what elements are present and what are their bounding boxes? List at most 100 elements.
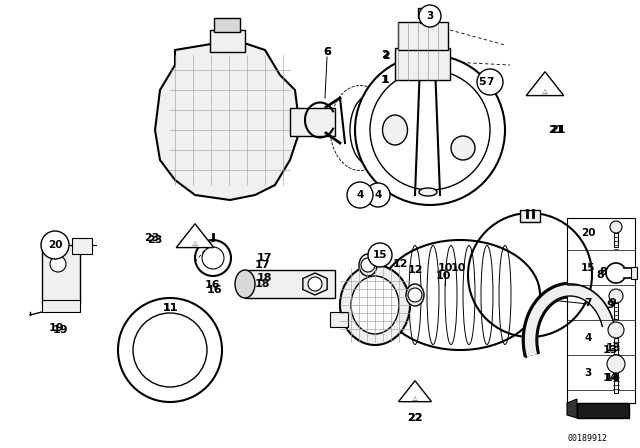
Bar	[614, 303, 618, 319]
Text: 6: 6	[323, 47, 331, 57]
Text: 20: 20	[48, 240, 62, 250]
Bar	[330, 312, 348, 327]
Text: ⚠: ⚠	[412, 396, 418, 402]
Ellipse shape	[356, 103, 384, 158]
Text: 9: 9	[608, 298, 616, 308]
Bar	[614, 338, 618, 356]
Text: 16: 16	[205, 280, 221, 290]
Text: 20: 20	[580, 228, 595, 238]
Circle shape	[477, 69, 503, 95]
Text: 14: 14	[602, 373, 618, 383]
Polygon shape	[155, 40, 300, 200]
Circle shape	[408, 288, 422, 302]
Circle shape	[610, 221, 622, 233]
Bar	[72, 238, 92, 254]
Text: 2: 2	[381, 50, 389, 60]
Ellipse shape	[359, 254, 377, 276]
Circle shape	[361, 258, 375, 272]
Text: 15: 15	[580, 263, 595, 273]
Text: 9: 9	[606, 300, 614, 310]
Text: 11: 11	[163, 303, 178, 313]
Bar	[398, 22, 448, 50]
Circle shape	[607, 355, 625, 373]
Text: 7: 7	[486, 77, 493, 87]
Text: 17: 17	[256, 253, 272, 263]
Bar	[42, 300, 80, 312]
Text: 10: 10	[451, 263, 466, 273]
Ellipse shape	[380, 240, 540, 350]
Circle shape	[50, 256, 66, 272]
Text: 1: 1	[382, 75, 390, 85]
Bar	[395, 48, 450, 80]
Ellipse shape	[406, 284, 424, 306]
Text: 10: 10	[435, 271, 451, 281]
Bar	[614, 373, 618, 393]
Polygon shape	[567, 399, 577, 418]
Text: 4: 4	[584, 333, 592, 343]
Polygon shape	[303, 273, 327, 295]
Bar	[631, 267, 637, 279]
Text: ⚠: ⚠	[542, 89, 548, 95]
Text: 3: 3	[584, 368, 591, 378]
Circle shape	[41, 231, 69, 259]
Circle shape	[451, 136, 475, 160]
Text: 4: 4	[356, 190, 364, 200]
Text: 10: 10	[437, 263, 452, 273]
Text: 22: 22	[407, 413, 423, 423]
Ellipse shape	[340, 265, 410, 345]
Text: 13: 13	[602, 345, 618, 355]
Text: 23: 23	[147, 235, 163, 245]
Ellipse shape	[350, 95, 390, 165]
Text: 14: 14	[605, 373, 621, 383]
Circle shape	[368, 243, 392, 267]
Text: 12: 12	[392, 259, 408, 269]
Bar	[290, 108, 335, 136]
Text: 6: 6	[323, 47, 331, 57]
Bar	[42, 245, 80, 303]
Bar	[418, 8, 436, 18]
Polygon shape	[526, 72, 564, 95]
Text: 18: 18	[256, 273, 272, 283]
Polygon shape	[176, 224, 214, 248]
Ellipse shape	[418, 64, 436, 72]
Text: 13: 13	[605, 343, 621, 353]
Ellipse shape	[351, 276, 399, 334]
Circle shape	[609, 289, 623, 303]
Text: 1: 1	[381, 75, 389, 85]
Text: 00189912: 00189912	[567, 434, 607, 443]
Circle shape	[355, 55, 505, 205]
Circle shape	[366, 183, 390, 207]
Text: 5: 5	[479, 77, 487, 87]
Text: 12: 12	[407, 265, 423, 275]
Polygon shape	[399, 381, 431, 402]
Text: 3: 3	[426, 11, 434, 21]
Text: 22: 22	[407, 413, 423, 423]
Text: 16: 16	[207, 285, 223, 295]
Text: 4: 4	[374, 190, 381, 200]
Text: 19: 19	[52, 325, 68, 335]
Text: 19: 19	[48, 323, 64, 333]
Ellipse shape	[383, 115, 408, 145]
Bar	[214, 18, 240, 32]
Circle shape	[370, 70, 490, 190]
Bar	[614, 233, 618, 247]
Text: 11: 11	[163, 303, 178, 313]
Text: 15: 15	[372, 250, 387, 260]
Bar	[567, 218, 635, 403]
Bar	[520, 210, 540, 222]
Circle shape	[419, 5, 441, 27]
Ellipse shape	[235, 270, 255, 298]
Text: 7: 7	[584, 298, 592, 308]
Text: 21: 21	[550, 125, 566, 135]
Text: 17: 17	[254, 260, 269, 270]
Text: 8: 8	[599, 267, 607, 277]
Text: 2: 2	[382, 51, 390, 61]
Text: 21: 21	[548, 125, 564, 135]
Text: ⚠: ⚠	[192, 241, 198, 247]
Text: 23: 23	[144, 233, 160, 243]
Bar	[245, 270, 335, 298]
Circle shape	[347, 182, 373, 208]
Ellipse shape	[419, 188, 437, 196]
Circle shape	[308, 277, 322, 291]
Text: 8: 8	[596, 270, 604, 280]
